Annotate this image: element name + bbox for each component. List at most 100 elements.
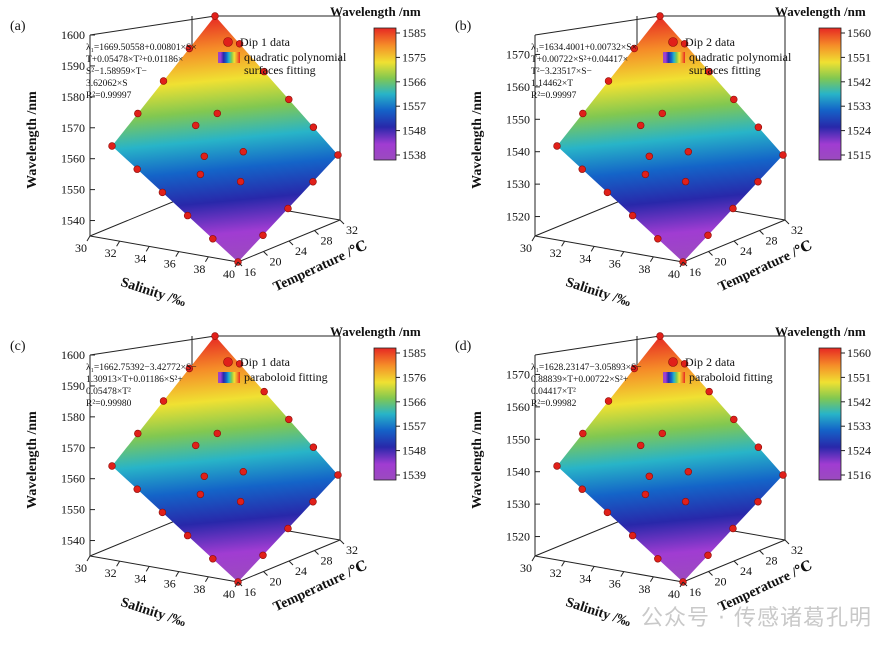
data-point [604,77,613,85]
y-tick-label: 20 [715,575,727,589]
colorbar-tick-label: 1524 [847,444,871,458]
data-point [628,531,637,540]
data-point [603,188,612,197]
colorbar-title: Wavelength /nm [775,4,866,19]
colorbar-tick-label: 1585 [402,346,426,360]
y-tick-label: 24 [295,564,307,578]
chart-panel-4: 1570 1560 1550 1540 1530 1520 Wavelength /nm 30… [445,320,890,640]
colorbar-tick-label: 1557 [402,99,426,113]
fit-equation-line: λ₁=1662.75392−3.42772×S− [86,363,197,373]
x-tick [145,566,150,572]
z-tick-label: 1520 [506,210,530,224]
x-tick [679,581,684,588]
data-point [185,44,194,53]
colorbar-tick-label: 1538 [402,148,426,162]
data-point [200,152,209,161]
data-point [730,95,738,104]
x-tick-label: 34 [579,251,591,265]
data-point [260,387,268,396]
panel-label: (a) [10,19,26,34]
z-axis-label: Wavelength /nm [470,411,485,509]
legend-surface-swatch [663,372,685,383]
fit-equation-line: 1.14462×T [531,79,573,89]
data-point [196,490,205,499]
data-point [108,462,116,470]
x-axis-label: Salinity /‰ [119,275,188,310]
data-point [192,121,200,130]
x-tick [649,576,654,583]
y-tick-label: 24 [740,244,752,258]
y-tick-label: 20 [270,575,282,589]
x-tick [590,246,595,252]
x-tick [234,581,239,588]
x-tick-label: 36 [609,257,621,271]
data-point [779,471,787,479]
legend-points-label: Dip 2 data [685,355,736,369]
y-tick [314,230,319,235]
colorbar-tick-label: 1548 [402,124,426,138]
y-tick [708,571,713,576]
y-tick-label: 28 [321,554,333,568]
data-point [553,462,561,470]
fit-equation-line: R²=0.99982 [531,399,577,409]
fit-equation-line: 0.88839×T+0.00722×S²+ [531,375,628,385]
data-point [260,67,268,76]
x-tick [86,555,91,562]
z-tick-label: 1600 [61,348,85,362]
data-point [235,360,244,368]
z-tick-label: 1570 [506,47,530,61]
colorbar-tick-label: 1533 [847,99,871,113]
y-tick [708,251,713,256]
x-tick-label: 32 [550,246,562,260]
y-tick [682,581,688,587]
y-tick-label: 32 [791,543,803,557]
x-axis-label: Salinity /‰ [119,595,188,630]
fit-equation-line: S²−1.58959×T− [86,67,147,77]
fitted-surface [112,16,338,262]
axis-box-edge [89,555,239,583]
data-point [656,332,664,340]
data-point [630,364,639,373]
data-point [658,429,667,438]
data-point [681,177,690,186]
data-point [641,490,650,499]
fit-equation-line: T+0.05478×T²+0.01186× [86,55,183,65]
data-point [553,142,561,150]
legend-surface-label: paraboloid fitting [689,370,773,384]
legend-points-label: Dip 1 data [240,35,291,49]
colorbar [373,347,397,481]
colorbar-title: Wavelength /nm [775,324,866,339]
data-point [134,429,142,438]
fit-equation-line: λ₁=1634.4001+0.00732×S× [531,43,637,53]
legend-point-marker [668,357,678,367]
y-tick [682,261,688,267]
watermark-text: 公众号 · 传感诸葛孔明 [641,606,872,631]
z-tick-label: 1570 [506,367,530,381]
data-point [680,40,689,48]
z-tick-label: 1560 [506,400,530,414]
y-tick [288,240,294,246]
legend-surface-swatch [218,372,240,383]
fit-equation-line: T²−3.23517×S− [531,67,592,77]
data-point [309,178,317,186]
x-tick-label: 40 [668,587,680,601]
x-tick-label: 36 [164,577,176,591]
x-tick-label: 32 [550,566,562,580]
z-tick-label: 1540 [61,534,85,548]
data-point [680,360,689,368]
z-axis-label: Wavelength /nm [470,91,485,189]
y-tick [237,261,243,267]
data-point [603,508,612,517]
colorbar-title: Wavelength /nm [330,4,421,19]
data-point [196,170,205,179]
z-tick-label: 1540 [506,465,530,479]
colorbar [373,27,397,161]
y-tick [263,251,268,256]
chart-panel-1: 1600 1590 1580 1570 1560 1550 1540 Wavelength /… [0,0,445,320]
y-tick-label: 32 [346,223,358,237]
fit-equation-line: λ₁=1628.23147−3.05893×S− [531,363,642,373]
fitted-surface [112,336,338,582]
z-tick-label: 1530 [506,497,530,511]
z-tick-label: 1590 [61,379,85,393]
